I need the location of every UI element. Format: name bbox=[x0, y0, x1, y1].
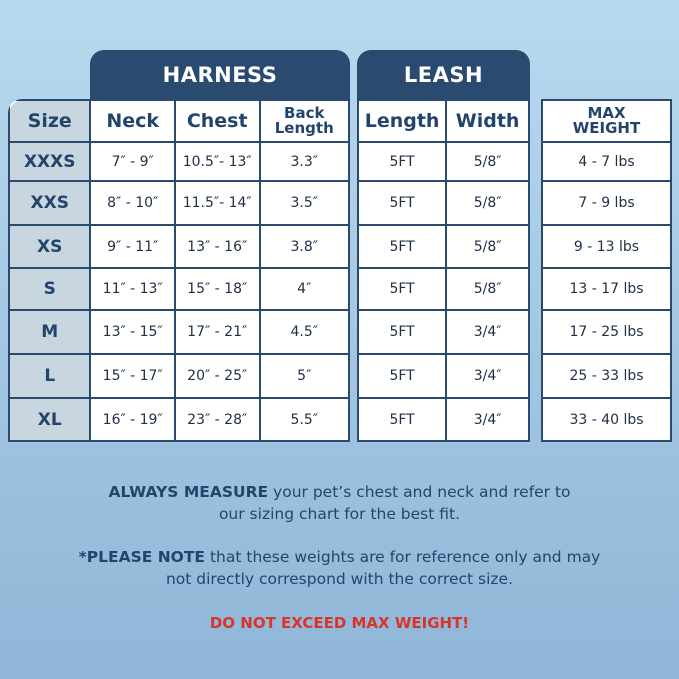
size-chart-harness: Size Neck Chest Back Length XXXS 7″ - 9″ 1… bbox=[8, 99, 350, 442]
table-row: 25 - 33 lbs bbox=[541, 353, 672, 399]
size-cell: L bbox=[8, 353, 92, 399]
table-row: 5FT 3/4″ bbox=[356, 397, 530, 442]
chest-cell: 10.5″- 13″ bbox=[173, 141, 261, 182]
table-row: 5FT 5/8″ bbox=[356, 141, 530, 182]
size-chart-leash: Length Width 5FT 5/8″ 5FT 5/8″ 5FT 5/8″ 5FT 5/8… bbox=[356, 99, 530, 442]
harness-header: HARNESS bbox=[90, 50, 350, 101]
neck-cell: 11″ - 13″ bbox=[89, 267, 176, 311]
chest-cell: 15″ - 18″ bbox=[173, 267, 261, 311]
leash-width-cell: 3/4″ bbox=[445, 397, 530, 442]
table-row: 5FT 5/8″ bbox=[356, 267, 530, 311]
table-row: XXS 8″ - 10″ 11.5″- 14″ 3.5″ bbox=[8, 180, 350, 226]
size-cell: M bbox=[8, 309, 92, 355]
table-row: M 13″ - 15″ 17″ - 21″ 4.5″ bbox=[8, 309, 350, 355]
max-weight-header: MAX WEIGHT bbox=[541, 99, 672, 143]
leash-width-cell: 5/8″ bbox=[445, 224, 530, 269]
chest-cell: 23″ - 28″ bbox=[173, 397, 261, 442]
max-weight-cell: 7 - 9 lbs bbox=[541, 180, 672, 226]
table-row: 5FT 5/8″ bbox=[356, 224, 530, 269]
back-length-header: Back Length bbox=[258, 99, 350, 143]
leash-width-cell: 3/4″ bbox=[445, 353, 530, 399]
leash-length-cell: 5FT bbox=[356, 141, 448, 182]
max-weight-warning: DO NOT EXCEED MAX WEIGHT! bbox=[209, 614, 470, 632]
neck-cell: 9″ - 11″ bbox=[89, 224, 176, 269]
neck-cell: 15″ - 17″ bbox=[89, 353, 176, 399]
size-cell: XS bbox=[8, 224, 92, 269]
size-header: Size bbox=[8, 99, 92, 143]
table-row: 13 - 17 lbs bbox=[541, 267, 672, 311]
please-note-text: that these weights are for reference onl… bbox=[165, 548, 601, 588]
table-row: XL 16″ - 19″ 23″ - 28″ 5.5″ bbox=[8, 397, 350, 442]
size-cell: S bbox=[8, 267, 92, 311]
chest-cell: 13″ - 16″ bbox=[173, 224, 261, 269]
back-length-cell: 3.5″ bbox=[258, 180, 350, 226]
table-row: XXXS 7″ - 9″ 10.5″- 13″ 3.3″ bbox=[8, 141, 350, 182]
neck-cell: 8″ - 10″ bbox=[89, 180, 176, 226]
size-cell: XL bbox=[8, 397, 92, 442]
table-row: S 11″ - 13″ 15″ - 18″ 4″ bbox=[8, 267, 350, 311]
leash-length-cell: 5FT bbox=[356, 180, 448, 226]
please-note: *PLEASE NOTE that these weights are for … bbox=[0, 546, 679, 590]
back-length-cell: 4″ bbox=[258, 267, 350, 311]
max-weight-cell: 13 - 17 lbs bbox=[541, 267, 672, 311]
leash-width-cell: 5/8″ bbox=[445, 141, 530, 182]
neck-cell: 7″ - 9″ bbox=[89, 141, 176, 182]
neck-cell: 16″ - 19″ bbox=[89, 397, 176, 442]
leash-length-cell: 5FT bbox=[356, 353, 448, 399]
back-length-cell: 5″ bbox=[258, 353, 350, 399]
max-weight-cell: 33 - 40 lbs bbox=[541, 397, 672, 442]
table-row: XS 9″ - 11″ 13″ - 16″ 3.8″ bbox=[8, 224, 350, 269]
max-weight-cell: 9 - 13 lbs bbox=[541, 224, 672, 269]
width-header: Width bbox=[445, 99, 530, 143]
leash-width-cell: 5/8″ bbox=[445, 180, 530, 226]
size-chart-max-weight: MAX WEIGHT 4 - 7 lbs 7 - 9 lbs 9 - 13 lbs 1… bbox=[541, 99, 672, 442]
table-row: 9 - 13 lbs bbox=[541, 224, 672, 269]
back-length-cell: 3.8″ bbox=[258, 224, 350, 269]
leash-length-cell: 5FT bbox=[356, 309, 448, 355]
leash-length-cell: 5FT bbox=[356, 267, 448, 311]
neck-cell: 13″ - 15″ bbox=[89, 309, 176, 355]
size-cell: XXXS bbox=[8, 141, 92, 182]
chest-header: Chest bbox=[173, 99, 261, 143]
table-row: 17 - 25 lbs bbox=[541, 309, 672, 355]
back-length-cell: 5.5″ bbox=[258, 397, 350, 442]
please-note-bold: *PLEASE NOTE bbox=[78, 548, 206, 566]
table-row: L 15″ - 17″ 20″ - 25″ 5″ bbox=[8, 353, 350, 399]
measure-note-text: your pet’s chest and neck and refer to o… bbox=[218, 483, 571, 523]
chest-cell: 20″ - 25″ bbox=[173, 353, 261, 399]
measure-note-bold: ALWAYS MEASURE bbox=[108, 483, 269, 501]
leash-width-cell: 5/8″ bbox=[445, 267, 530, 311]
max-weight-cell: 4 - 7 lbs bbox=[541, 141, 672, 182]
leash-header: LEASH bbox=[357, 50, 530, 101]
leash-length-cell: 5FT bbox=[356, 224, 448, 269]
back-length-cell: 4.5″ bbox=[258, 309, 350, 355]
table-row: 5FT 3/4″ bbox=[356, 309, 530, 355]
table-row: 33 - 40 lbs bbox=[541, 397, 672, 442]
table-row: 4 - 7 lbs bbox=[541, 141, 672, 182]
neck-header: Neck bbox=[89, 99, 176, 143]
max-weight-cell: 25 - 33 lbs bbox=[541, 353, 672, 399]
max-weight-cell: 17 - 25 lbs bbox=[541, 309, 672, 355]
back-length-cell: 3.3″ bbox=[258, 141, 350, 182]
table-row: 7 - 9 lbs bbox=[541, 180, 672, 226]
table-row: 5FT 5/8″ bbox=[356, 180, 530, 226]
measure-note: ALWAYS MEASURE your pet’s chest and neck… bbox=[0, 481, 679, 525]
size-cell: XXS bbox=[8, 180, 92, 226]
leash-width-cell: 3/4″ bbox=[445, 309, 530, 355]
leash-length-cell: 5FT bbox=[356, 397, 448, 442]
length-header: Length bbox=[356, 99, 448, 143]
chest-cell: 17″ - 21″ bbox=[173, 309, 261, 355]
chest-cell: 11.5″- 14″ bbox=[173, 180, 261, 226]
table-row: 5FT 3/4″ bbox=[356, 353, 530, 399]
